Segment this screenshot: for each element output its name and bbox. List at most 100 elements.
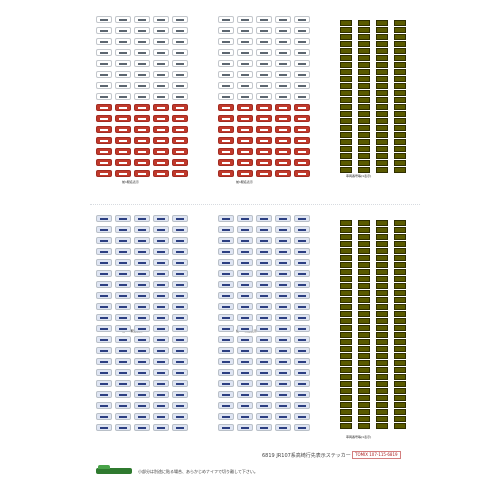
number-plate-sticker xyxy=(376,248,388,254)
number-plate-sticker xyxy=(376,125,388,131)
destination-sticker xyxy=(218,424,234,431)
number-plate-sticker xyxy=(394,234,406,240)
destination-sticker xyxy=(275,115,291,122)
destination-sticker xyxy=(218,303,234,310)
destination-sticker xyxy=(218,413,234,420)
number-plate-sticker xyxy=(358,332,370,338)
destination-sticker xyxy=(115,137,131,144)
destination-sticker xyxy=(172,115,188,122)
destination-sticker xyxy=(134,60,150,67)
destination-sticker xyxy=(237,170,253,177)
destination-sticker xyxy=(153,159,169,166)
destination-sticker xyxy=(96,270,112,277)
destination-sticker xyxy=(294,16,310,23)
destination-sticker xyxy=(153,170,169,177)
number-plate-sticker xyxy=(376,402,388,408)
destination-sticker xyxy=(134,303,150,310)
destination-sticker xyxy=(218,391,234,398)
destination-sticker xyxy=(237,159,253,166)
destination-sticker xyxy=(96,38,112,45)
number-plate-sticker xyxy=(340,48,352,54)
destination-sticker xyxy=(294,292,310,299)
number-plate-sticker xyxy=(394,220,406,226)
destination-sticker xyxy=(256,71,272,78)
destination-sticker xyxy=(294,148,310,155)
number-plate-sticker xyxy=(358,374,370,380)
destination-sticker xyxy=(275,159,291,166)
destination-sticker xyxy=(256,358,272,365)
number-plate-sticker xyxy=(358,262,370,268)
number-plate-sticker xyxy=(358,227,370,233)
number-plate-sticker xyxy=(376,423,388,429)
destination-sticker xyxy=(172,226,188,233)
destination-sticker xyxy=(237,137,253,144)
number-plate-sticker xyxy=(340,97,352,103)
destination-sticker xyxy=(115,93,131,100)
destination-sticker xyxy=(115,292,131,299)
destination-sticker xyxy=(275,248,291,255)
destination-sticker xyxy=(115,347,131,354)
destination-sticker xyxy=(237,358,253,365)
destination-sticker xyxy=(218,104,234,111)
number-plate-sticker xyxy=(340,132,352,138)
number-plate-sticker xyxy=(340,167,352,173)
destination-sticker xyxy=(237,226,253,233)
number-plate-sticker xyxy=(340,367,352,373)
destination-sticker xyxy=(256,248,272,255)
destination-sticker xyxy=(237,16,253,23)
destination-sticker xyxy=(172,104,188,111)
number-plate-sticker xyxy=(376,41,388,47)
destination-sticker xyxy=(275,270,291,277)
number-plate-sticker xyxy=(376,234,388,240)
destination-sticker xyxy=(96,369,112,376)
number-plate-sticker xyxy=(376,311,388,317)
destination-sticker xyxy=(115,248,131,255)
number-plate-sticker xyxy=(358,276,370,282)
number-plate-sticker xyxy=(376,276,388,282)
number-plate-sticker xyxy=(358,76,370,82)
destination-sticker xyxy=(153,115,169,122)
destination-sticker xyxy=(237,314,253,321)
number-plate-sticker xyxy=(358,423,370,429)
destination-sticker xyxy=(134,159,150,166)
destination-sticker xyxy=(134,237,150,244)
number-plate-sticker xyxy=(358,153,370,159)
destination-sticker xyxy=(275,137,291,144)
number-plate-sticker xyxy=(358,255,370,261)
destination-sticker xyxy=(96,347,112,354)
number-plate-sticker xyxy=(394,48,406,54)
destination-sticker xyxy=(294,281,310,288)
number-plate-sticker xyxy=(340,234,352,240)
destination-sticker xyxy=(237,148,253,155)
destination-sticker xyxy=(172,259,188,266)
number-plate-sticker xyxy=(394,83,406,89)
destination-sticker xyxy=(96,358,112,365)
number-plate-sticker xyxy=(340,118,352,124)
destination-sticker xyxy=(256,104,272,111)
destination-sticker xyxy=(256,60,272,67)
number-plate-sticker xyxy=(340,76,352,82)
destination-sticker xyxy=(275,292,291,299)
destination-sticker xyxy=(115,27,131,34)
destination-sticker xyxy=(172,325,188,332)
number-plate-sticker xyxy=(340,423,352,429)
destination-sticker xyxy=(134,215,150,222)
destination-sticker xyxy=(275,49,291,56)
destination-sticker xyxy=(96,104,112,111)
destination-sticker xyxy=(237,391,253,398)
destination-sticker xyxy=(172,369,188,376)
destination-sticker xyxy=(294,170,310,177)
destination-sticker xyxy=(172,60,188,67)
destination-sticker xyxy=(153,82,169,89)
destination-sticker xyxy=(294,27,310,34)
destination-sticker xyxy=(218,93,234,100)
destination-sticker xyxy=(96,248,112,255)
destination-sticker xyxy=(153,347,169,354)
caption-bottom-left: 前100駅名表示 xyxy=(122,329,143,333)
destination-sticker xyxy=(256,336,272,343)
destination-sticker xyxy=(115,82,131,89)
number-plate-sticker xyxy=(376,360,388,366)
destination-sticker xyxy=(237,402,253,409)
number-plate-sticker xyxy=(394,311,406,317)
number-plate-sticker xyxy=(358,62,370,68)
